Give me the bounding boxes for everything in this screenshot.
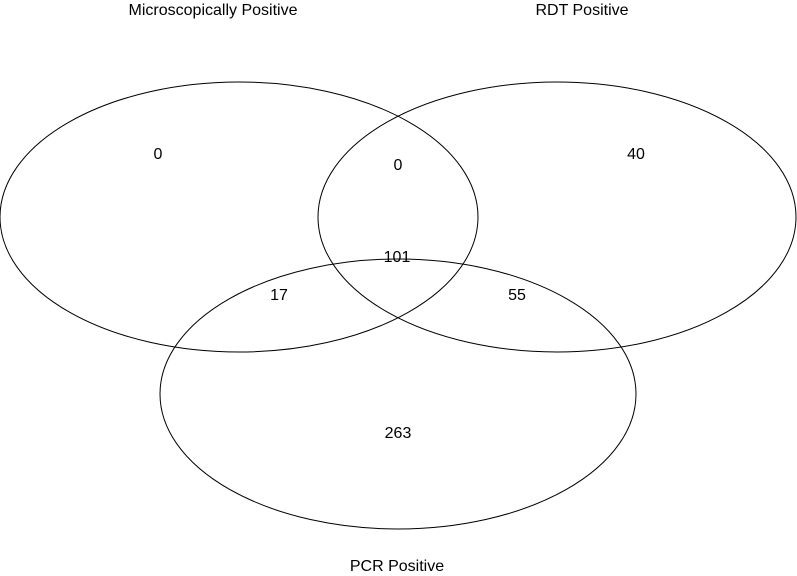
- microscopy-only-count: 0: [154, 146, 163, 163]
- microscopy-rdt-count: 0: [394, 157, 403, 174]
- rdt-only-count: 40: [627, 146, 645, 163]
- rdt-set-label: RDT Positive: [535, 2, 628, 19]
- rdt-set-ellipse: [317, 81, 797, 353]
- all-three-count: 101: [384, 249, 411, 266]
- pcr-only-count: 263: [385, 425, 412, 442]
- microscopy-pcr-count: 17: [270, 287, 288, 304]
- rdt-pcr-count: 55: [508, 287, 526, 304]
- microscopy-set-ellipse: [0, 81, 479, 353]
- pcr-set-ellipse: [159, 258, 637, 530]
- microscopy-set-label: Microscopically Positive: [129, 2, 298, 19]
- pcr-set-label: PCR Positive: [350, 558, 444, 575]
